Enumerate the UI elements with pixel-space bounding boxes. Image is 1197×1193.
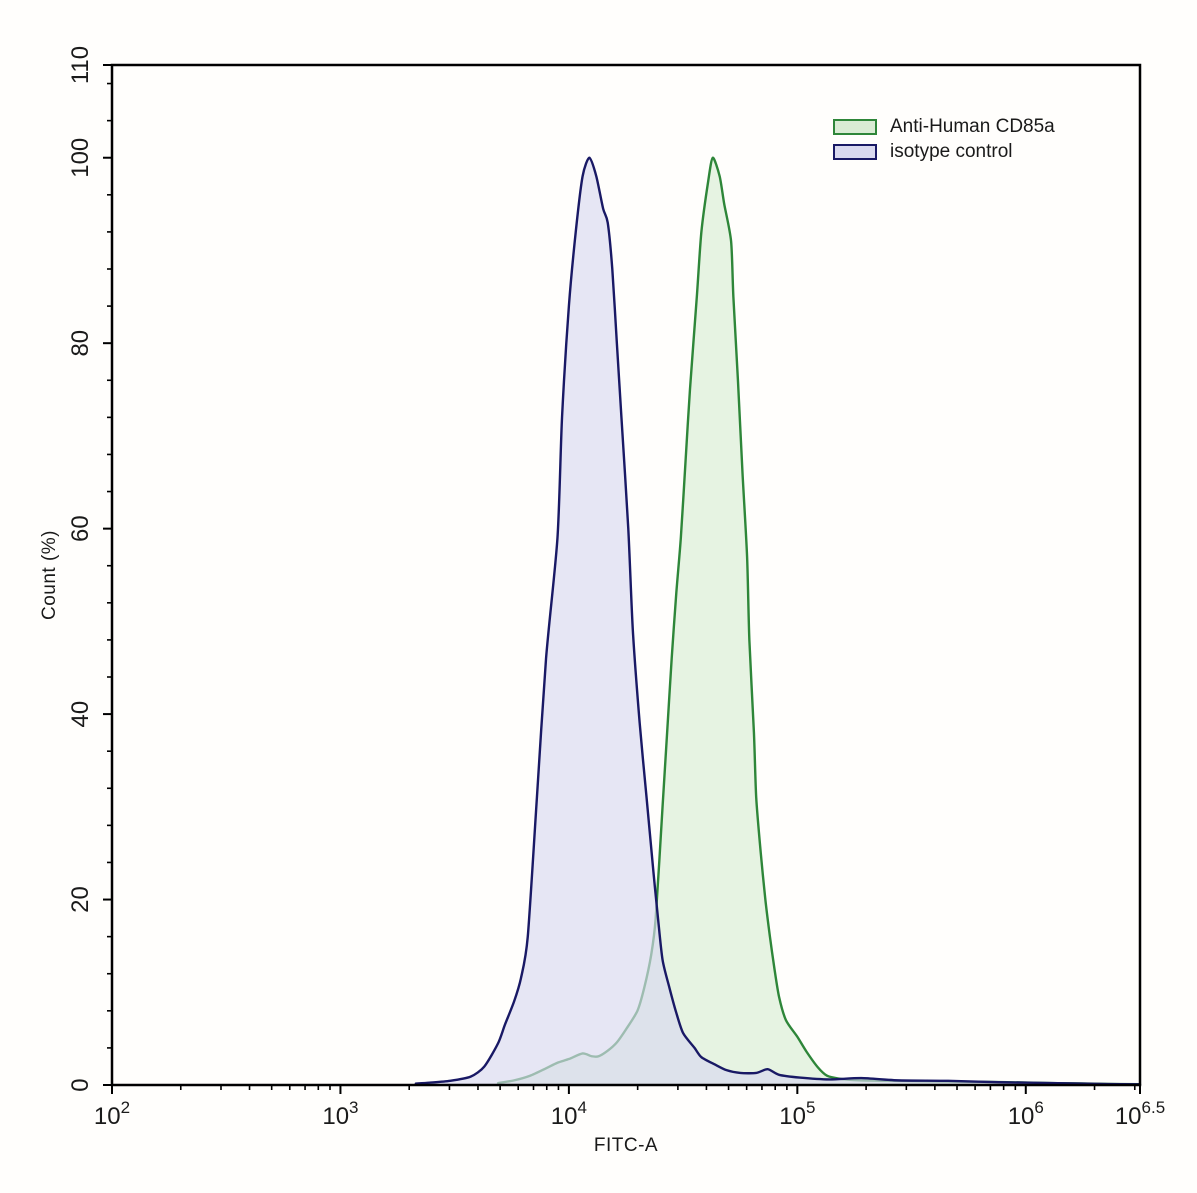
x-tick-label: 103: [322, 1098, 358, 1130]
x-tick-label: 106.5: [1115, 1098, 1165, 1130]
x-tick-label: 106: [1008, 1098, 1044, 1130]
series-1: [414, 156, 1142, 1086]
legend-item-anti-human-cd85a: Anti-Human CD85a: [833, 116, 1055, 137]
y-tick-label: 100: [67, 138, 94, 178]
x-tick-label: 105: [779, 1098, 815, 1130]
y-tick-label: 20: [67, 886, 94, 913]
x-tick-label: 104: [551, 1098, 587, 1130]
legend: Anti-Human CD85a isotype control: [833, 116, 1055, 162]
y-tick-label: 60: [67, 515, 94, 542]
y-axis-title: Count (%): [39, 530, 60, 620]
legend-label-anti-human-cd85a: Anti-Human CD85a: [890, 116, 1055, 137]
legend-swatch-isotype-control-icon: [833, 144, 877, 160]
y-tick-label: 110: [67, 46, 94, 84]
series-layer: [414, 156, 1142, 1086]
legend-item-isotype-control: isotype control: [833, 141, 1055, 162]
x-tick-label: 102: [94, 1098, 130, 1130]
legend-label-isotype-control: isotype control: [890, 141, 1013, 162]
legend-swatch-anti-human-cd85a-icon: [833, 119, 877, 135]
y-tick-label: 0: [67, 1078, 94, 1091]
axes-layer: 102 103 104 105 106 106.5 0 20 40 60 80 100 110: [67, 46, 1165, 1130]
x-axis-title: FITC-A: [594, 1135, 658, 1156]
y-tick-label: 40: [67, 701, 94, 728]
y-tick-label: 80: [67, 330, 94, 357]
plot-frame: [110, 63, 1142, 1087]
